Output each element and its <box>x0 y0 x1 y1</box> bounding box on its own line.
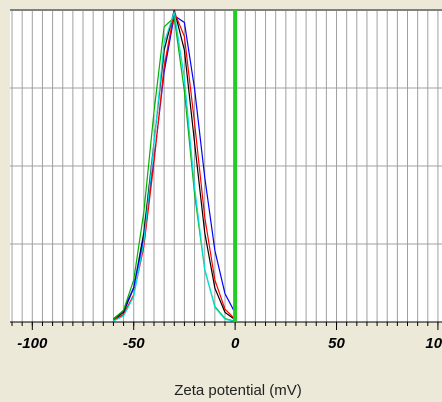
x-tick-label: 0 <box>231 335 240 352</box>
x-tick-label: -50 <box>123 335 145 352</box>
x-tick-label: 100 <box>425 335 442 352</box>
x-axis-title: Zeta potential (mV) <box>174 382 302 399</box>
x-tick-label: -100 <box>17 335 48 352</box>
series-line <box>113 11 236 323</box>
x-tick-label: 50 <box>328 335 345 352</box>
